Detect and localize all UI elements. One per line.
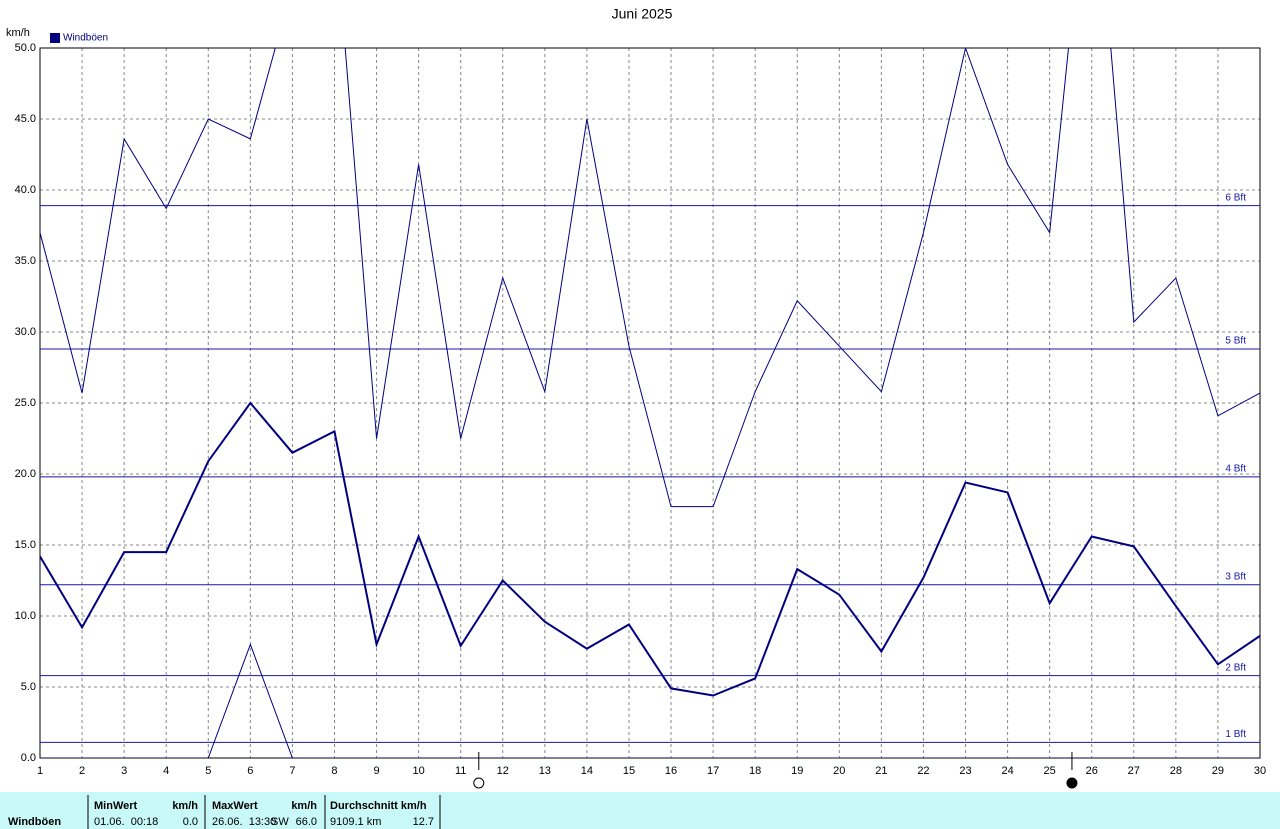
reference-label: 4 Bft	[1225, 463, 1246, 474]
x-tick-label: 21	[875, 765, 887, 777]
x-tick-label: 27	[1128, 765, 1140, 777]
x-tick-label: 12	[497, 765, 509, 777]
table-cell: 01.06. 00:18	[94, 816, 158, 828]
table-row-label: Windböen	[8, 816, 61, 828]
x-tick-label: 20	[833, 765, 845, 777]
series-line	[40, 48, 1260, 508]
table-cell: SW	[271, 816, 289, 828]
x-tick-label: 16	[665, 765, 677, 777]
table-cell: 12.7	[413, 816, 434, 828]
chart-title: Juni 2025	[612, 6, 673, 22]
y-unit-label: km/h	[6, 27, 30, 39]
x-tick-label: 28	[1170, 765, 1182, 777]
x-tick-label: 8	[331, 765, 337, 777]
y-tick-label: 35.0	[15, 255, 36, 267]
table-cell: 9109.1 km	[330, 816, 381, 828]
x-tick-label: 30	[1254, 765, 1266, 777]
table-header: MinWert	[94, 800, 138, 812]
x-tick-label: 7	[289, 765, 295, 777]
y-tick-label: 0.0	[21, 752, 36, 764]
x-tick-label: 24	[1001, 765, 1013, 777]
x-tick-label: 9	[373, 765, 379, 777]
x-tick-label: 17	[707, 765, 719, 777]
reference-label: 5 Bft	[1225, 336, 1246, 347]
x-tick-label: 10	[412, 765, 424, 777]
x-tick-label: 25	[1044, 765, 1056, 777]
moon-marker	[1066, 777, 1078, 789]
table-header: Durchschnitt km/h	[330, 800, 427, 812]
y-tick-label: 10.0	[15, 610, 36, 622]
legend-label: Windböen	[63, 33, 108, 44]
table-header: km/h	[172, 800, 198, 812]
x-tick-label: 5	[205, 765, 211, 777]
x-tick-label: 14	[581, 765, 593, 777]
x-tick-label: 18	[749, 765, 761, 777]
reference-label: 3 Bft	[1225, 571, 1246, 582]
y-tick-label: 30.0	[15, 326, 36, 338]
table-header: km/h	[291, 800, 317, 812]
x-tick-label: 2	[79, 765, 85, 777]
table-header: MaxWert	[212, 800, 258, 812]
reference-label: 1 Bft	[1225, 729, 1246, 740]
x-tick-label: 22	[917, 765, 929, 777]
x-tick-label: 15	[623, 765, 635, 777]
x-tick-label: 29	[1212, 765, 1224, 777]
x-tick-label: 26	[1086, 765, 1098, 777]
table-cell: 0.0	[183, 816, 198, 828]
x-tick-label: 19	[791, 765, 803, 777]
table-cell: 66.0	[296, 816, 317, 828]
y-tick-label: 50.0	[15, 42, 36, 54]
legend-swatch	[50, 33, 60, 43]
plot-area	[40, 48, 1260, 758]
x-tick-label: 1	[37, 765, 43, 777]
moon-marker	[473, 777, 485, 789]
x-tick-label: 23	[959, 765, 971, 777]
x-tick-label: 3	[121, 765, 127, 777]
x-tick-label: 6	[247, 765, 253, 777]
x-tick-label: 4	[163, 765, 169, 777]
series-line	[40, 401, 1260, 697]
table-cell: 26.06. 13:30	[212, 816, 276, 828]
reference-label: 2 Bft	[1225, 662, 1246, 673]
x-tick-label: 11	[455, 765, 466, 777]
y-tick-label: 15.0	[15, 539, 36, 551]
summary-table: MinWert km/h MaxWert km/h Durchschnitt k…	[0, 792, 1280, 829]
y-tick-label: 45.0	[15, 113, 36, 125]
x-tick-label: 13	[539, 765, 551, 777]
reference-label: 6 Bft	[1225, 192, 1246, 203]
y-tick-label: 20.0	[15, 468, 36, 480]
series-line	[40, 642, 1260, 758]
table-background	[0, 792, 1280, 829]
y-tick-label: 5.0	[21, 681, 36, 693]
y-tick-label: 40.0	[15, 184, 36, 196]
y-tick-label: 25.0	[15, 397, 36, 409]
